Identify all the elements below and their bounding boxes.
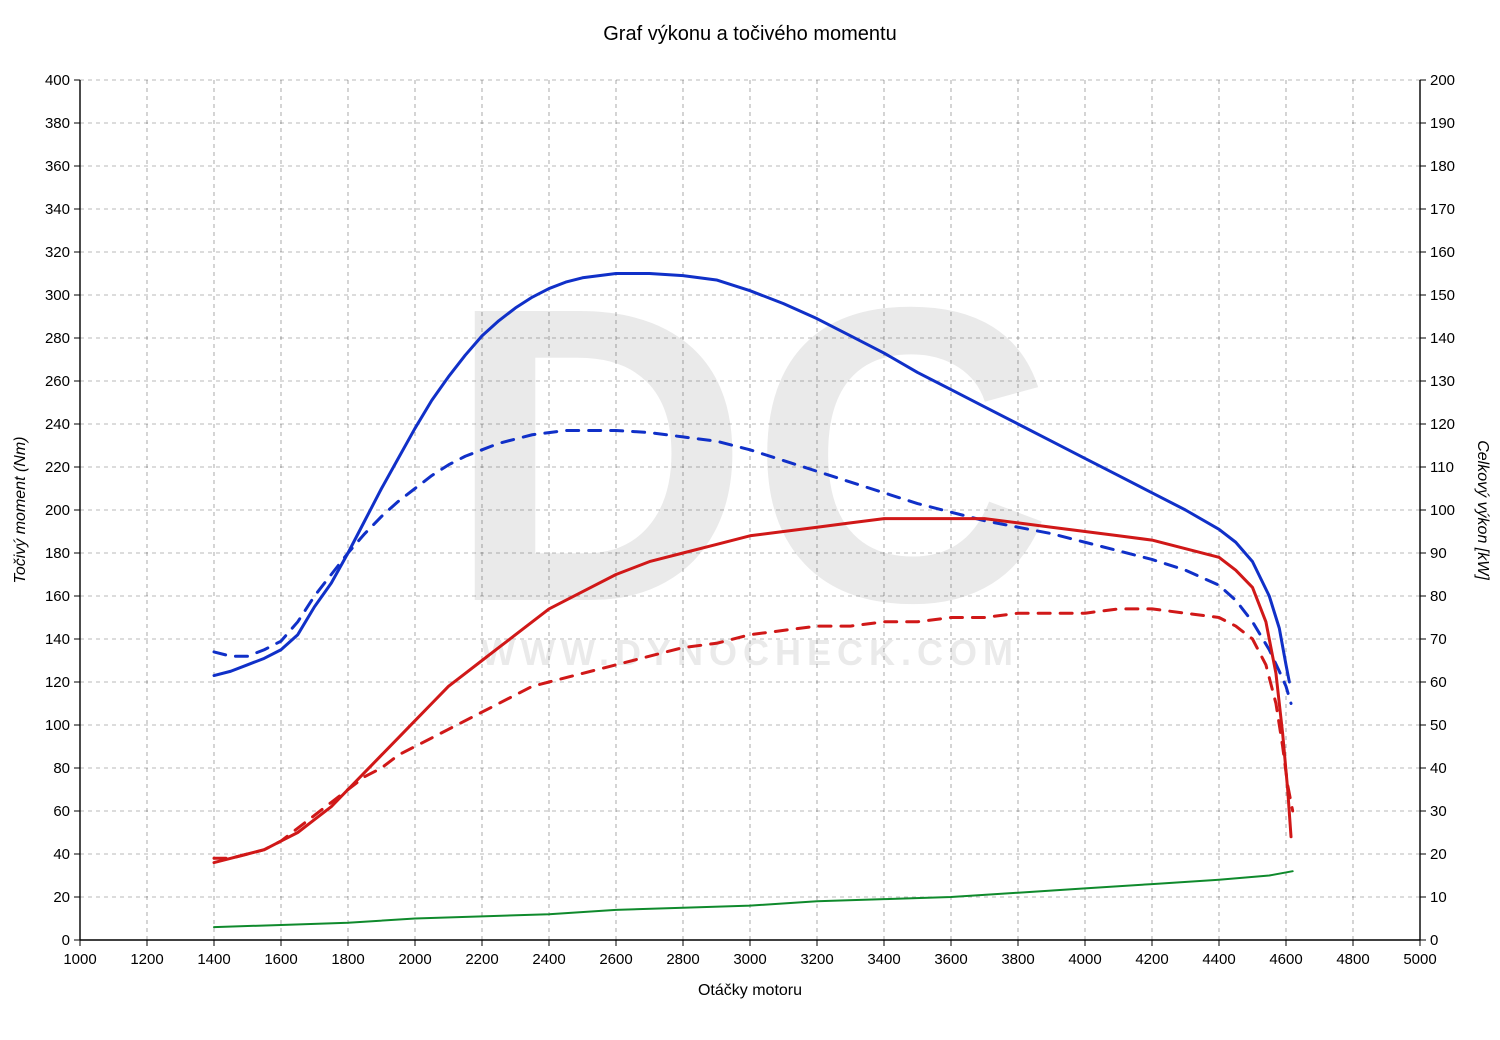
x-tick-label: 2200: [465, 951, 498, 968]
x-tick-label: 3600: [934, 951, 967, 968]
y-right-tick-label: 80: [1430, 588, 1447, 605]
x-tick-label: 2400: [532, 951, 565, 968]
x-tick-label: 4200: [1135, 951, 1168, 968]
x-tick-label: 4800: [1336, 951, 1369, 968]
x-tick-label: 3200: [800, 951, 833, 968]
chart-title: Graf výkonu a točivého momentu: [603, 23, 896, 45]
y-left-tick-label: 80: [53, 760, 70, 777]
y-left-tick-label: 200: [45, 502, 70, 519]
y-left-tick-label: 260: [45, 373, 70, 390]
y-left-tick-label: 240: [45, 416, 70, 433]
y-right-tick-label: 160: [1430, 244, 1455, 261]
y-left-tick-label: 320: [45, 244, 70, 261]
y-left-tick-label: 280: [45, 330, 70, 347]
y-left-tick-label: 180: [45, 545, 70, 562]
x-tick-label: 4600: [1269, 951, 1302, 968]
y-left-tick-label: 400: [45, 72, 70, 89]
y-right-tick-label: 180: [1430, 158, 1455, 175]
x-tick-label: 3000: [733, 951, 766, 968]
y-right-tick-label: 90: [1430, 545, 1447, 562]
y-left-tick-label: 0: [62, 932, 70, 949]
y-left-tick-label: 160: [45, 588, 70, 605]
x-tick-label: 3400: [867, 951, 900, 968]
y-right-tick-label: 10: [1430, 889, 1447, 906]
y-right-tick-label: 120: [1430, 416, 1455, 433]
y-left-tick-label: 340: [45, 201, 70, 218]
y-right-tick-label: 100: [1430, 502, 1455, 519]
y-axis-right-label: Celkový výkon [kW]: [1474, 440, 1491, 580]
x-tick-label: 1600: [264, 951, 297, 968]
y-left-tick-label: 300: [45, 287, 70, 304]
y-right-tick-label: 130: [1430, 373, 1455, 390]
y-right-tick-label: 20: [1430, 846, 1447, 863]
x-tick-label: 4000: [1068, 951, 1101, 968]
y-left-tick-label: 220: [45, 459, 70, 476]
y-right-tick-label: 110: [1430, 459, 1454, 476]
x-tick-label: 1400: [197, 951, 230, 968]
y-left-tick-label: 140: [45, 631, 70, 648]
x-axis-label: Otáčky motoru: [698, 982, 802, 999]
x-tick-label: 2000: [398, 951, 431, 968]
y-right-tick-label: 40: [1430, 760, 1447, 777]
y-right-tick-label: 50: [1430, 717, 1447, 734]
y-axis-left-label: Točivý moment (Nm): [12, 437, 29, 584]
y-left-tick-label: 120: [45, 674, 70, 691]
y-right-tick-label: 190: [1430, 115, 1455, 132]
x-tick-label: 4400: [1202, 951, 1235, 968]
y-right-tick-label: 30: [1430, 803, 1447, 820]
y-right-tick-label: 150: [1430, 287, 1455, 304]
x-tick-label: 3800: [1001, 951, 1034, 968]
x-tick-label: 1000: [63, 951, 96, 968]
y-right-tick-label: 140: [1430, 330, 1455, 347]
dyno-chart: Graf výkonu a točivého momentu DC WWW.DY…: [0, 0, 1500, 1040]
y-left-tick-label: 40: [53, 846, 70, 863]
x-tick-label: 1800: [331, 951, 364, 968]
x-tick-label: 1200: [130, 951, 163, 968]
chart-svg: Graf výkonu a točivého momentu DC WWW.DY…: [0, 0, 1500, 1040]
y-right-tick-label: 170: [1430, 201, 1455, 218]
x-tick-label: 2600: [599, 951, 632, 968]
y-left-tick-label: 360: [45, 158, 70, 175]
y-left-tick-label: 100: [45, 717, 70, 734]
y-right-tick-label: 70: [1430, 631, 1447, 648]
y-left-tick-label: 20: [53, 889, 70, 906]
x-tick-label: 2800: [666, 951, 699, 968]
y-right-tick-label: 60: [1430, 674, 1447, 691]
x-tick-label: 5000: [1403, 951, 1436, 968]
y-left-tick-label: 60: [53, 803, 70, 820]
y-left-tick-label: 380: [45, 115, 70, 132]
y-right-tick-label: 0: [1430, 932, 1438, 949]
y-right-tick-label: 200: [1430, 72, 1455, 89]
